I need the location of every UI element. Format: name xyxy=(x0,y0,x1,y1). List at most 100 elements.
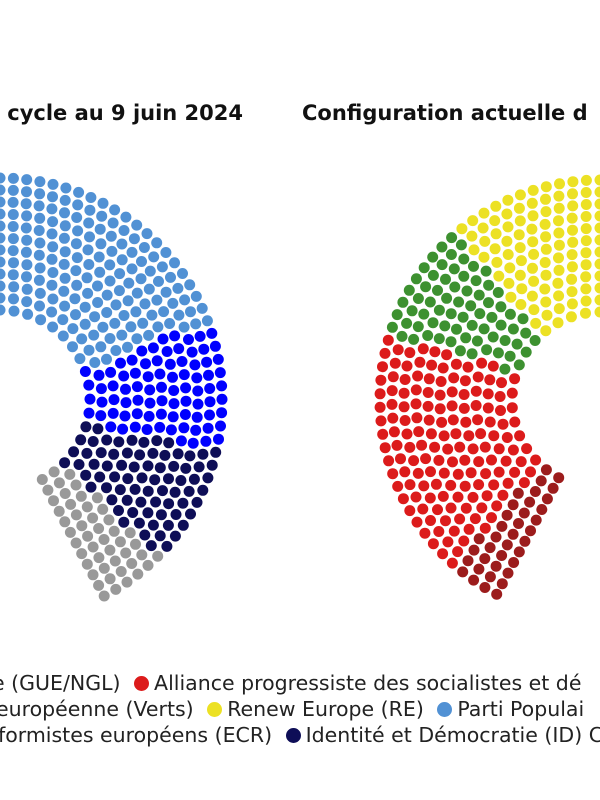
seat-dot-group-1 xyxy=(386,385,398,397)
seat-dot-group-1 xyxy=(488,430,500,442)
seat-dot-group-2 xyxy=(106,494,118,506)
seat-dot-group-2 xyxy=(474,308,486,320)
seat-dot-group-2 xyxy=(139,529,151,541)
seat-dot-group-0 xyxy=(501,509,513,521)
seat-dot-group-3 xyxy=(98,562,110,574)
seat-dot-group-1 xyxy=(410,384,422,396)
seat-dot-group-3 xyxy=(553,264,565,276)
seat-dot-group-1 xyxy=(509,416,521,428)
seat-dot-group-3 xyxy=(514,269,526,281)
seat-dot-group-1 xyxy=(450,428,462,440)
seat-dot-group-1 xyxy=(140,358,151,370)
seat-dot-group-2 xyxy=(108,448,120,460)
seat-dot-group-1 xyxy=(438,430,450,442)
seat-dot-group-3 xyxy=(553,290,565,302)
seat-dot-group-1 xyxy=(460,416,472,428)
seat-dot-group-2 xyxy=(451,323,462,335)
seat-dot-group-3 xyxy=(152,550,164,562)
seat-dot-group-0 xyxy=(34,300,45,312)
seat-dot-group-2 xyxy=(432,284,443,296)
seat-dot-group-1 xyxy=(186,346,198,358)
seat-dot-group-1 xyxy=(515,456,527,468)
seat-dot-group-2 xyxy=(154,530,166,542)
legend-marker xyxy=(437,702,453,717)
seat-dot-group-3 xyxy=(42,484,54,496)
seat-dot-group-1 xyxy=(479,441,491,453)
seat-dot-group-1 xyxy=(151,355,163,367)
seat-dot-group-3 xyxy=(478,207,490,219)
seat-dot-group-1 xyxy=(437,490,449,502)
seat-dot-group-0 xyxy=(7,221,19,232)
seat-dot-group-0 xyxy=(94,266,106,278)
seat-dot-group-1 xyxy=(418,480,430,492)
seat-dot-group-2 xyxy=(495,319,507,331)
seat-dot-group-1 xyxy=(179,409,191,420)
seat-dot-group-2 xyxy=(408,333,420,345)
seat-dot-group-1 xyxy=(175,435,187,447)
seat-dot-group-2 xyxy=(121,494,133,506)
seat-dot-group-0 xyxy=(70,238,82,250)
legend-item-gue: e (GUE/NGL) xyxy=(0,671,121,695)
seat-dot-group-3 xyxy=(53,505,65,517)
seat-dot-group-3 xyxy=(115,566,127,577)
seat-dot-group-0 xyxy=(21,234,33,246)
seat-dot-group-1 xyxy=(209,340,221,352)
seat-dot-group-3 xyxy=(553,303,565,315)
seat-dot-group-2 xyxy=(492,287,504,298)
seat-dot-group-0 xyxy=(101,307,113,318)
seat-dot-group-1 xyxy=(497,489,509,501)
seat-dot-group-2 xyxy=(412,293,424,304)
seat-dot-group-1 xyxy=(465,467,477,479)
seat-dot-group-0 xyxy=(120,211,132,223)
seat-dot-group-3 xyxy=(104,573,116,585)
seat-dot-group-3 xyxy=(594,198,600,210)
seat-dot-group-0 xyxy=(130,306,142,318)
seat-dot-group-0 xyxy=(468,544,480,556)
seat-dot-group-1 xyxy=(452,546,464,558)
seat-dot-group-2 xyxy=(513,359,525,371)
seat-dot-group-3 xyxy=(566,298,578,310)
seat-dot-group-1 xyxy=(375,415,387,427)
seat-dot-group-0 xyxy=(58,285,70,297)
seat-dot-group-3 xyxy=(124,527,136,539)
seat-dot-group-3 xyxy=(527,210,539,222)
seat-dot-group-3 xyxy=(528,275,540,287)
seat-dot-group-1 xyxy=(500,455,512,467)
seat-dot-group-1 xyxy=(204,396,216,408)
seat-dot-group-3 xyxy=(554,178,565,190)
seat-dot-group-3 xyxy=(490,200,502,212)
seat-dot-group-2 xyxy=(177,497,189,509)
seat-dot-group-3 xyxy=(70,479,82,491)
seat-dot-group-0 xyxy=(143,283,155,295)
seat-dot-group-3 xyxy=(527,262,538,274)
seat-dot-group-2 xyxy=(101,482,112,494)
seat-dot-group-1 xyxy=(142,371,154,383)
seat-dot-group-0 xyxy=(85,192,97,203)
seat-dot-group-1 xyxy=(204,409,215,421)
seat-dot-group-1 xyxy=(467,491,479,503)
seat-dot-group-2 xyxy=(80,469,92,481)
seat-dot-group-2 xyxy=(504,350,516,362)
seat-dot-group-2 xyxy=(499,335,511,346)
seat-dot-group-3 xyxy=(528,248,540,260)
seat-dot-group-2 xyxy=(427,317,439,329)
seat-dot-group-3 xyxy=(528,304,540,316)
seat-dot-group-1 xyxy=(497,418,509,430)
seat-dot-group-2 xyxy=(457,311,469,323)
seat-dot-group-1 xyxy=(410,491,422,503)
seat-dot-group-2 xyxy=(87,436,99,447)
seat-dot-group-2 xyxy=(504,308,516,320)
seat-dot-group-1 xyxy=(487,360,499,372)
seat-dot-group-0 xyxy=(47,191,58,203)
seat-dot-group-0 xyxy=(479,553,491,565)
seat-dot-group-0 xyxy=(185,306,196,318)
seat-dot-group-1 xyxy=(459,375,471,387)
legend-item-ppe: Parti Populai xyxy=(430,697,584,721)
seat-dot-group-0 xyxy=(146,309,158,321)
seat-dot-group-0 xyxy=(47,293,59,305)
seat-dot-group-0 xyxy=(92,280,103,292)
seat-dot-group-1 xyxy=(501,432,513,443)
seat-dot-group-0 xyxy=(84,231,95,243)
seat-dot-group-1 xyxy=(491,500,503,512)
seat-dot-group-2 xyxy=(397,296,409,308)
